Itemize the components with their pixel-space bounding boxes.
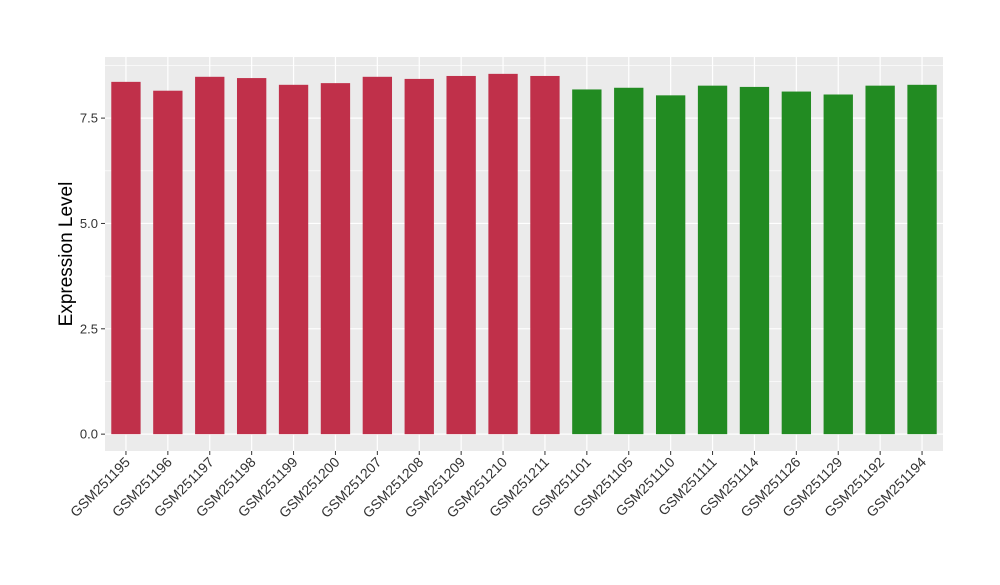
bar-gsm251197 [195,76,225,435]
bar-gsm251200 [320,83,351,435]
bar-gsm251208 [404,78,434,435]
bar-gsm251207 [362,76,393,435]
y-tick-label: 0.0 [80,427,98,442]
bar-gsm251105 [614,87,644,435]
plot-panel [105,57,943,451]
y-axis: 0.0 2.5 5.0 7.5 [80,111,105,442]
bar-gsm251198 [236,78,267,435]
bar-gsm251114 [739,86,770,435]
bar-gsm251111 [697,85,728,435]
bar-gsm251209 [446,75,476,435]
bar-gsm251192 [865,85,895,435]
x-axis: GSM251195GSM251196GSM251197GSM251198GSM2… [67,451,929,521]
bar-gsm251196 [153,90,183,435]
bar-gsm251199 [278,84,309,435]
bar-gsm251211 [530,75,560,435]
y-tick-label: 5.0 [80,216,98,231]
bar-gsm251194 [907,84,937,435]
bar-gsm251195 [111,81,141,435]
y-axis-title: Expression Level [56,182,77,327]
y-tick-label: 7.5 [80,111,98,126]
bar-gsm251126 [781,91,812,435]
y-tick-label: 2.5 [80,321,98,336]
bars [111,73,937,435]
bar-gsm251110 [655,95,686,435]
bar-gsm251129 [823,94,853,435]
bar-gsm251210 [488,73,518,435]
bar-gsm251101 [572,89,602,435]
